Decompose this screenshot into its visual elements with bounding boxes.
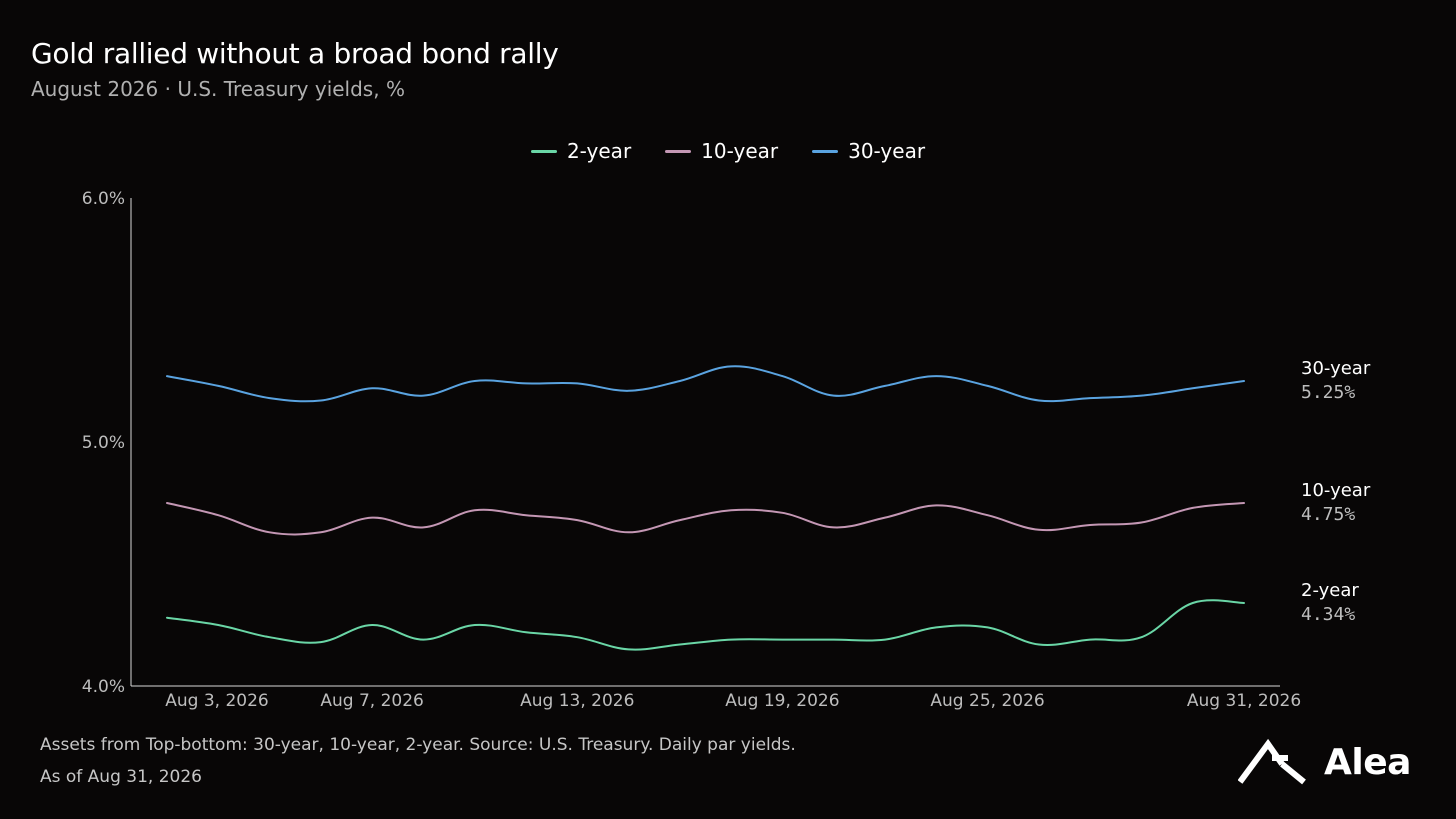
end-label-value: 4.34% bbox=[1301, 604, 1355, 625]
x-tick-label: Aug 7, 2026 bbox=[320, 691, 424, 711]
chart-legend: 2-year 10-year 30-year bbox=[0, 139, 1456, 163]
chart-title: Gold rallied without a broad bond rally bbox=[31, 37, 559, 70]
y-tick-label: 5.0% bbox=[82, 433, 125, 453]
x-tick-label: Aug 31, 2026 bbox=[1187, 691, 1301, 711]
legend-label-10-year: 10-year bbox=[701, 139, 779, 163]
legend-item-10-year: 10-year bbox=[665, 139, 778, 163]
legend-item-2-year: 2-year bbox=[530, 139, 632, 163]
x-tick-label: Aug 3, 2026 bbox=[165, 691, 269, 711]
footnote-source: Assets from Top-bottom: 30-year, 10-year… bbox=[40, 735, 796, 755]
footnote-as-of: As of Aug 31, 2026 bbox=[40, 767, 202, 787]
legend-swatch-10-year bbox=[665, 149, 692, 153]
legend-label-2-year: 2-year bbox=[566, 139, 632, 163]
legend-swatch-30-year bbox=[812, 149, 839, 153]
series-line-30-year bbox=[166, 365, 1245, 403]
series-line-10-year bbox=[166, 502, 1245, 536]
x-tick-label: Aug 19, 2026 bbox=[725, 691, 839, 711]
y-tick-label: 6.0% bbox=[82, 189, 125, 209]
brand-name: Alea bbox=[1324, 741, 1411, 783]
y-tick-label: 4.0% bbox=[82, 677, 125, 697]
end-label-value: 4.75% bbox=[1301, 504, 1355, 525]
legend-item-30-year: 30-year bbox=[812, 139, 925, 163]
end-label-value: 5.25% bbox=[1301, 382, 1355, 403]
end-label-name: 2-year bbox=[1301, 580, 1359, 601]
legend-swatch-2-year bbox=[530, 149, 557, 153]
brand-logo: Alea bbox=[1238, 738, 1411, 786]
series-line-2-year bbox=[166, 599, 1245, 651]
chart-subtitle: August 2026 · U.S. Treasury yields, % bbox=[31, 77, 405, 101]
x-tick-label: Aug 25, 2026 bbox=[930, 691, 1044, 711]
end-label-name: 30-year bbox=[1301, 358, 1371, 379]
x-tick-label: Aug 13, 2026 bbox=[520, 691, 634, 711]
end-label-name: 10-year bbox=[1301, 480, 1371, 501]
alea-logo-icon bbox=[1238, 738, 1306, 785]
legend-label-30-year: 30-year bbox=[848, 139, 926, 163]
